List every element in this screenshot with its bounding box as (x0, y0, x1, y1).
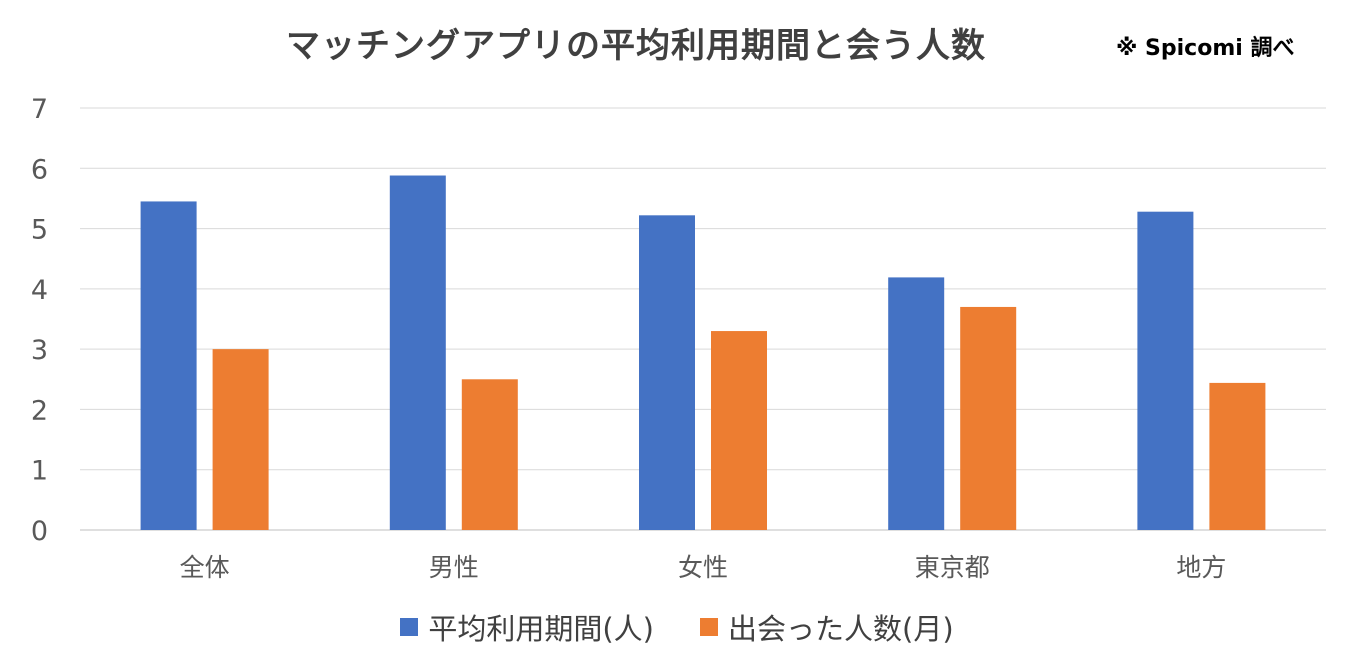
bar-series-1-男性 (389, 175, 446, 530)
chart-title: マッチングアプリの平均利用期間と会う人数 (286, 26, 986, 66)
bar-series-2-地方 (1209, 382, 1266, 530)
y-tick-label: 7 (31, 94, 48, 125)
bar-series-1-全体 (140, 201, 197, 530)
y-tick-label: 4 (31, 275, 48, 306)
legend-item-series-1: 平均利用期間(人) (400, 606, 654, 648)
y-tick-label: 2 (31, 395, 48, 426)
y-tick-label: 6 (31, 154, 48, 185)
bar-series-1-東京都 (888, 277, 945, 530)
y-tick-label: 1 (31, 456, 48, 487)
legend-label-series-1: 平均利用期間(人) (428, 612, 654, 646)
bar-series-2-男性 (461, 379, 518, 530)
y-tick-label: 3 (31, 335, 48, 366)
legend-swatch-series-1 (400, 618, 419, 636)
plot-area: 0 1 2 3 4 5 6 7 全体 男性 女性 東京都 地方 (31, 94, 1326, 582)
legend-label-series-2: 出会った人数(月) (728, 612, 954, 646)
y-tick-label: 5 (31, 215, 48, 246)
legend: 平均利用期間(人) 出会った人数(月) (0, 606, 1354, 648)
y-tick-label: 0 (31, 516, 48, 547)
x-tick-label: 女性 (678, 553, 728, 582)
legend-swatch-series-2 (700, 618, 718, 636)
bar-series-2-全体 (212, 349, 269, 530)
legend-item-series-2: 出会った人数(月) (700, 606, 954, 648)
bar-series-1-地方 (1137, 211, 1194, 531)
x-tick-label: 男性 (429, 553, 479, 582)
x-tick-label: 地方 (1176, 553, 1226, 582)
bar-series-1-女性 (639, 215, 695, 530)
bar-series-2-東京都 (960, 306, 1017, 530)
x-tick-label: 東京都 (915, 553, 990, 582)
source-note: ※ Spicomi 調べ (1116, 36, 1295, 61)
x-tick-label: 全体 (180, 553, 230, 582)
bar-series-2-女性 (711, 331, 767, 530)
